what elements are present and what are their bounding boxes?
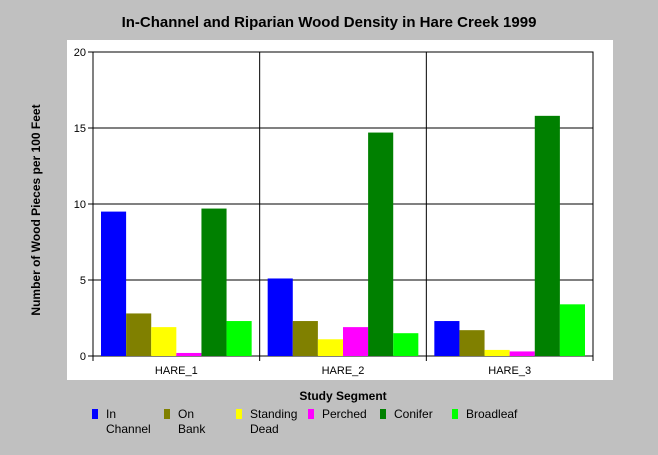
- x-tick-label: HARE_2: [322, 365, 365, 377]
- legend-label: On Bank: [178, 407, 206, 436]
- bar-on-bank-hare_1: [126, 313, 152, 356]
- x-tick-label: HARE_3: [488, 365, 531, 377]
- bar-conifer-hare_1: [201, 208, 227, 356]
- legend-label: In Channel: [106, 407, 151, 436]
- legend: In Channel On Bank Standing Dead Perched Con…: [92, 407, 652, 447]
- gridlines: [93, 52, 593, 356]
- legend-swatch: [164, 409, 170, 419]
- y-tick-label: 0: [80, 351, 86, 363]
- x-axis-label: Study Segment: [299, 389, 387, 403]
- bar-broadleaf-hare_3: [559, 304, 585, 356]
- bar-perched-hare_2: [343, 327, 369, 356]
- bar-in-channel-hare_3: [434, 321, 460, 356]
- legend-label: Perched: [322, 407, 367, 421]
- y-tick-label: 20: [74, 47, 86, 59]
- legend-label: Standing Dead: [250, 407, 298, 436]
- x-ticks: HARE_1 HARE_2 HARE_3: [92, 356, 594, 377]
- bar-in-channel-hare_2: [267, 278, 293, 356]
- bar-perched-hare_1: [176, 352, 202, 356]
- y-tick-label: 15: [74, 123, 86, 135]
- x-tick-label: HARE_1: [155, 365, 198, 377]
- legend-swatch: [236, 409, 242, 419]
- y-tick-label: 10: [74, 199, 86, 211]
- legend-swatch: [308, 409, 314, 419]
- bar-on-bank-hare_3: [459, 330, 485, 356]
- bar-on-bank-hare_2: [292, 321, 318, 356]
- bar-standing-dead-hare_2: [317, 339, 343, 356]
- bar-standing-dead-hare_3: [484, 349, 510, 356]
- bar-broadleaf-hare_1: [226, 321, 252, 356]
- bar-broadleaf-hare_2: [393, 333, 419, 356]
- bar-perched-hare_3: [509, 351, 535, 356]
- legend-swatch: [92, 409, 98, 419]
- bar-standing-dead-hare_1: [151, 327, 177, 356]
- y-tick-label: 5: [80, 275, 86, 287]
- chart-title: In-Channel and Riparian Wood Density in …: [121, 14, 537, 31]
- legend-swatch: [452, 409, 458, 419]
- bars: [101, 115, 585, 356]
- bar-conifer-hare_3: [534, 115, 560, 356]
- y-ticks: 0 5 10 15 20: [74, 47, 93, 363]
- legend-swatch: [380, 409, 386, 419]
- bar-in-channel-hare_1: [101, 211, 127, 356]
- legend-label: Conifer: [394, 407, 433, 421]
- legend-label: Broadleaf: [466, 407, 518, 421]
- bar-conifer-hare_2: [368, 132, 394, 356]
